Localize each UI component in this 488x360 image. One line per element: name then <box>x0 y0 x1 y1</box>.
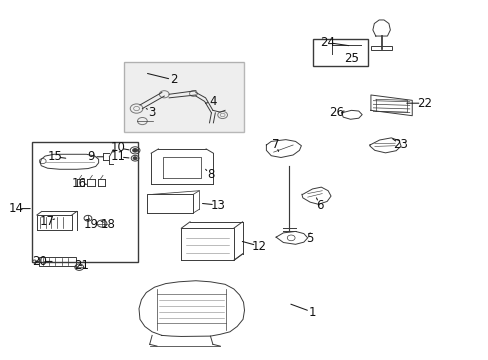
Text: 26: 26 <box>329 105 344 119</box>
Text: 1: 1 <box>308 306 316 319</box>
Text: 22: 22 <box>416 97 431 110</box>
Text: 14: 14 <box>8 202 23 215</box>
Circle shape <box>133 157 137 159</box>
Text: 6: 6 <box>315 198 323 212</box>
Text: 24: 24 <box>319 36 334 49</box>
Bar <box>32 143 137 262</box>
Text: 12: 12 <box>251 240 266 253</box>
Text: 2: 2 <box>170 73 177 86</box>
Text: 15: 15 <box>47 150 62 163</box>
Text: 17: 17 <box>40 215 55 228</box>
Text: 23: 23 <box>392 138 407 151</box>
Bar <box>39 257 76 266</box>
Bar <box>123 62 244 132</box>
Text: 19: 19 <box>83 218 99 231</box>
Text: 16: 16 <box>72 177 86 190</box>
Text: 5: 5 <box>306 233 313 246</box>
Text: 18: 18 <box>101 218 116 231</box>
Text: 11: 11 <box>110 150 125 163</box>
Text: 10: 10 <box>110 141 125 154</box>
Bar <box>312 39 368 66</box>
Text: 13: 13 <box>210 198 225 212</box>
Text: 7: 7 <box>272 138 279 151</box>
Text: 21: 21 <box>74 259 89 272</box>
Text: 20: 20 <box>32 255 47 268</box>
Text: 9: 9 <box>87 150 95 163</box>
Text: 25: 25 <box>344 52 358 65</box>
Text: 8: 8 <box>206 168 214 181</box>
Bar <box>370 46 391 50</box>
Circle shape <box>132 149 137 152</box>
Bar <box>123 62 244 132</box>
Text: 3: 3 <box>148 105 156 119</box>
Text: 4: 4 <box>209 95 216 108</box>
